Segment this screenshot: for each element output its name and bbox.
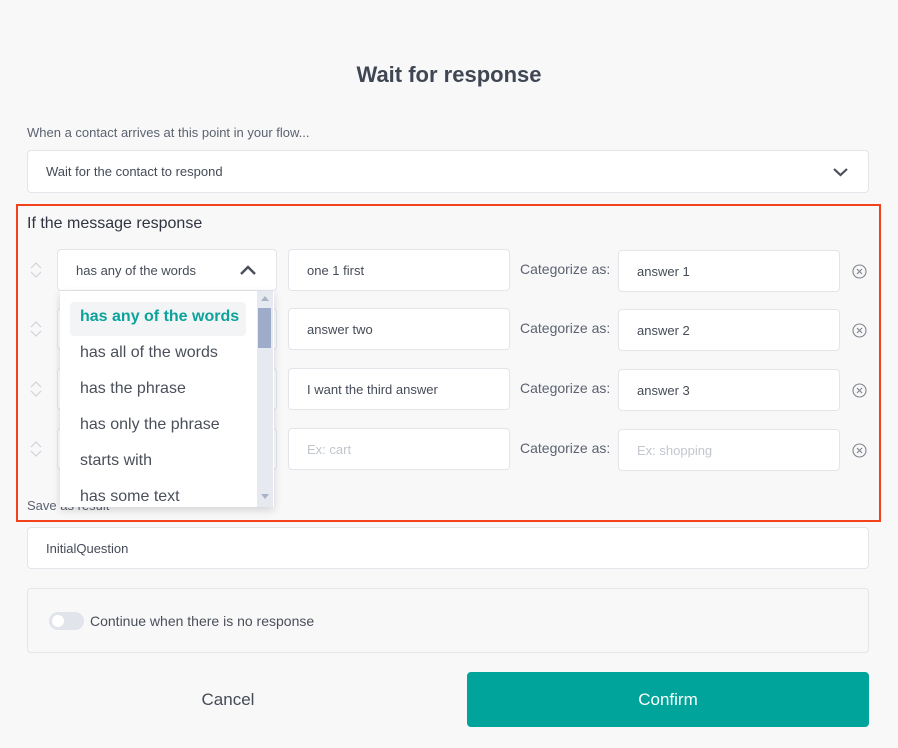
category-value: answer 3 <box>637 382 690 398</box>
rule-value-input[interactable]: answer two <box>288 308 510 350</box>
drag-handle-icon[interactable] <box>30 320 42 338</box>
operator-option[interactable]: has the phrase <box>80 380 186 397</box>
operator-value: has any of the words <box>76 262 196 278</box>
operator-option[interactable]: has all of the words <box>80 344 218 361</box>
drag-handle-icon[interactable] <box>30 440 42 458</box>
categorize-label: Categorize as: <box>520 320 611 336</box>
highlighted-option-bg <box>70 302 246 336</box>
rule-value-input[interactable]: I want the third answer <box>288 368 510 410</box>
operator-select[interactable]: has any of the words <box>57 249 277 291</box>
rules-heading: If the message response <box>27 215 203 232</box>
rule-value-placeholder: Ex: cart <box>307 441 352 457</box>
remove-rule-icon[interactable] <box>852 264 867 279</box>
category-placeholder: Ex: shopping <box>637 442 713 458</box>
rule-value: I want the third answer <box>307 381 438 397</box>
remove-rule-icon[interactable] <box>852 383 867 398</box>
category-value: answer 1 <box>637 263 690 279</box>
rule-value: answer two <box>307 321 373 337</box>
operator-option[interactable]: has any of the words <box>80 308 240 325</box>
wait-select[interactable]: Wait for the contact to respond <box>27 150 869 193</box>
category-input[interactable]: answer 3 <box>618 369 840 411</box>
chevron-down-icon <box>833 168 848 177</box>
drag-handle-icon[interactable] <box>30 261 42 279</box>
category-input[interactable]: Ex: shopping <box>618 429 840 471</box>
wait-select-value: Wait for the contact to respond <box>46 164 223 179</box>
continue-label: Continue when there is no response <box>90 613 315 629</box>
operator-option[interactable]: has only the phrase <box>80 416 220 433</box>
categorize-label: Categorize as: <box>520 261 611 277</box>
scroll-down-icon[interactable] <box>261 494 269 499</box>
drag-handle-icon[interactable] <box>30 380 42 398</box>
cancel-button[interactable]: Cancel <box>201 689 255 709</box>
toggle-knob <box>52 615 64 627</box>
remove-rule-icon[interactable] <box>852 323 867 338</box>
category-input[interactable]: answer 2 <box>618 309 840 351</box>
result-name-value: InitialQuestion <box>46 540 129 556</box>
rule-value-input[interactable]: one 1 first <box>288 249 510 291</box>
categorize-label: Categorize as: <box>520 380 611 396</box>
scroll-up-icon[interactable] <box>261 296 269 301</box>
operator-option[interactable]: has some text <box>80 488 180 505</box>
intro-label: When a contact arrives at this point in … <box>27 125 310 140</box>
rule-value-input[interactable]: Ex: cart <box>288 428 510 470</box>
rule-value: one 1 first <box>307 262 365 278</box>
rules-section-highlight <box>16 204 881 522</box>
confirm-button[interactable]: Confirm <box>467 672 869 727</box>
remove-rule-icon[interactable] <box>852 443 867 458</box>
result-name-input[interactable]: InitialQuestion <box>27 527 869 569</box>
category-value: answer 2 <box>637 322 690 338</box>
categorize-label: Categorize as: <box>520 440 611 456</box>
category-input[interactable]: answer 1 <box>618 250 840 292</box>
operator-dropdown-menu: has any of the words has all of the words… <box>60 291 274 507</box>
modal-title: Wait for response <box>356 62 542 87</box>
continue-panel <box>27 588 869 653</box>
scrollbar-thumb[interactable] <box>258 308 271 348</box>
chevron-up-icon <box>240 265 256 275</box>
operator-option[interactable]: starts with <box>80 452 153 469</box>
